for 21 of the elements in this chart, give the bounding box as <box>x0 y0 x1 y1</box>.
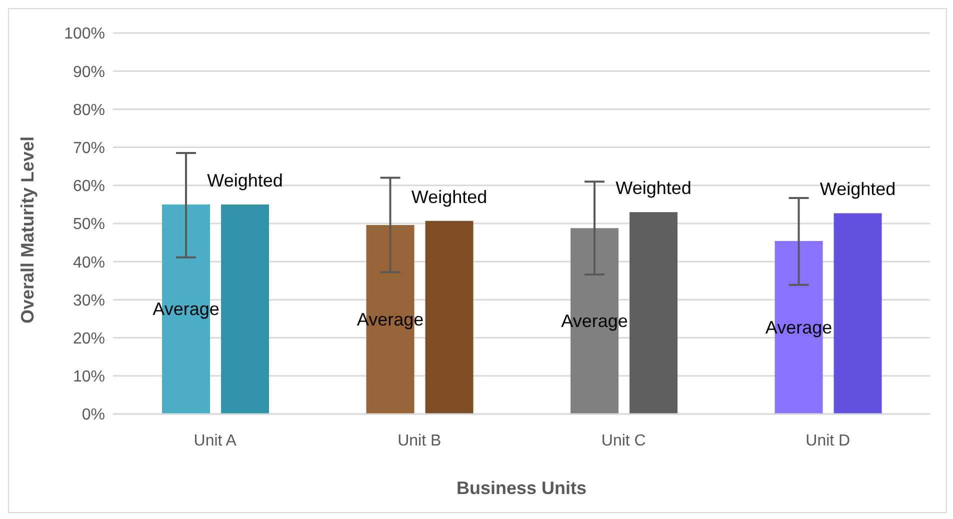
y-tick-label: 70% <box>72 140 105 157</box>
y-tick-label: 50% <box>72 216 105 234</box>
y-tick-label: 60% <box>72 178 105 196</box>
y-tick-label: 40% <box>72 254 105 272</box>
y-tick-label: 100% <box>64 26 105 43</box>
x-axis-title: Business Units <box>456 478 587 498</box>
y-tick-label: 30% <box>72 292 105 310</box>
y-tick-label: 0% <box>82 406 105 424</box>
x-tick-label: Unit D <box>806 432 850 450</box>
y-tick-label: 80% <box>72 102 105 119</box>
text: Weighted <box>820 179 896 200</box>
x-tick-label: Unit B <box>398 432 442 450</box>
text: Weighted <box>207 170 283 190</box>
text: Weighted <box>616 178 692 198</box>
x-tick-label: Unit C <box>601 432 646 450</box>
y-tick-label: 10% <box>72 368 105 386</box>
y-axis-title: Overall Maturity Level <box>17 136 38 324</box>
y-tick-label: 20% <box>72 330 105 348</box>
series-label: Weighted <box>411 186 488 207</box>
y-tick-label: 90% <box>72 64 105 81</box>
x-tick-label: Unit A <box>194 432 237 450</box>
